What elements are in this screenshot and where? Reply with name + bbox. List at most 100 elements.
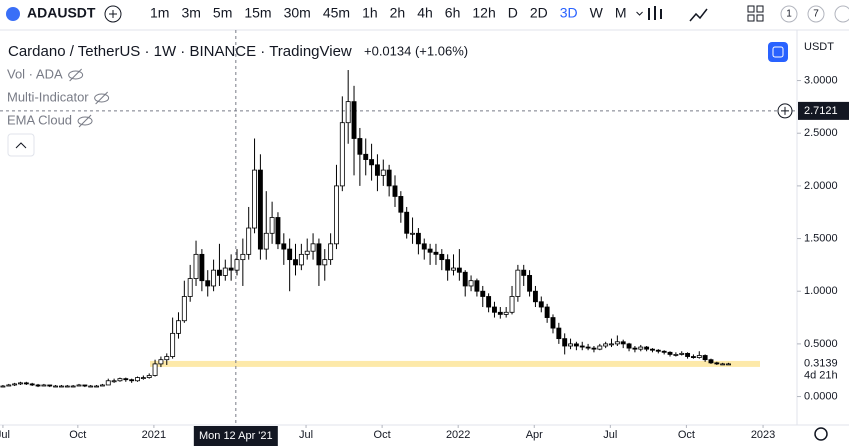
candle-body: [714, 362, 720, 365]
y-tick-label: 3.0000: [804, 74, 838, 86]
candle-body: [18, 382, 23, 385]
candle-body: [234, 259, 240, 271]
y-tick-label: 1.0000: [804, 285, 838, 297]
auto-scale-button[interactable]: [768, 42, 788, 62]
candle-body: [117, 378, 123, 382]
interval-button[interactable]: W: [590, 5, 604, 21]
interval-button[interactable]: M: [615, 5, 627, 21]
candle-body: [316, 243, 322, 266]
candle-body: [35, 384, 41, 387]
crosshair-price-box: [798, 101, 849, 120]
settings-button[interactable]: [814, 427, 828, 441]
interval-button[interactable]: 5m: [213, 5, 232, 21]
visibility-icon[interactable]: [94, 93, 110, 103]
add-alert-plus: [781, 106, 789, 115]
candle-body: [690, 356, 696, 358]
candle-body: [193, 253, 199, 279]
x-tick-label: 2022: [446, 429, 470, 441]
candle-body: [720, 363, 726, 366]
crosshair-date: Mon 12 Apr '21: [199, 430, 273, 442]
symbol[interactable]: ADAUSDT: [27, 5, 96, 21]
candle-body: [620, 341, 626, 345]
interval-button[interactable]: 15m: [244, 5, 271, 21]
candle-body: [357, 138, 363, 155]
interval-button[interactable]: 3D: [560, 5, 578, 21]
interval-dropdown: [636, 11, 643, 16]
alert-button[interactable]: [780, 5, 798, 23]
interval-button[interactable]: 2h: [390, 5, 406, 21]
x-tick-label: Apr: [526, 429, 543, 441]
indicator-label: EMA Cloud: [7, 112, 72, 127]
interval-button[interactable]: 1h: [362, 5, 378, 21]
candle-body: [94, 385, 100, 388]
interval-button[interactable]: 6h: [445, 5, 461, 21]
candle-body: [41, 384, 47, 387]
chart-title: Cardano / TetherUS · 1W · BINANCE · Trad…: [8, 43, 352, 60]
candle-body: [228, 267, 234, 271]
indicators-button[interactable]: [689, 8, 708, 22]
candle-body: [328, 243, 334, 261]
x-tick-label: Jul: [0, 429, 10, 441]
candle-body: [445, 259, 451, 271]
visibility-icon[interactable]: [77, 116, 93, 126]
candle-body: [105, 380, 111, 386]
replay-button[interactable]: [807, 5, 825, 23]
interval-button[interactable]: 4h: [417, 5, 433, 21]
visibility-slash: [69, 68, 82, 82]
interval-button[interactable]: 1m: [150, 5, 169, 21]
interval-button[interactable]: D: [508, 5, 518, 21]
more-button[interactable]: [834, 5, 849, 23]
interval-button[interactable]: 30m: [284, 5, 311, 21]
candle-body: [474, 280, 480, 292]
candle-body: [644, 346, 650, 350]
toolbar-button-label: 1: [786, 9, 792, 20]
candle-body: [99, 384, 105, 387]
candle-body: [293, 259, 298, 266]
symbol-icon: [6, 7, 20, 21]
chart-type-button[interactable]: [648, 6, 662, 20]
candle-body: [579, 345, 585, 348]
candle-body: [76, 384, 82, 387]
candle-body: [415, 232, 421, 245]
candle-body: [29, 383, 35, 386]
interval-button[interactable]: 3m: [181, 5, 200, 21]
candle-body: [257, 169, 263, 250]
candle-body: [164, 356, 170, 361]
candle-body: [404, 211, 410, 234]
x-tick-label: Jul: [299, 429, 313, 441]
toolbar-button-label: 7: [813, 9, 819, 20]
candle-body: [591, 347, 597, 350]
price-change: +0.0134 (+1.06%): [364, 43, 468, 58]
candle-body: [603, 343, 609, 347]
collapse-icon: [15, 142, 27, 149]
y-tick-label: 2.5000: [804, 127, 838, 139]
candle-body: [702, 355, 708, 361]
candle-body: [152, 363, 158, 376]
candle-body: [597, 345, 603, 350]
interval-button[interactable]: 12h: [472, 5, 495, 21]
interval-button[interactable]: 2D: [530, 5, 548, 21]
candle-body: [82, 384, 88, 387]
interval-button[interactable]: 45m: [323, 5, 350, 21]
candle-body: [170, 332, 176, 357]
candle-body: [146, 375, 152, 379]
visibility-icon[interactable]: [68, 70, 84, 80]
candle-body: [386, 169, 392, 187]
visibility-slash: [95, 91, 108, 105]
layout-button[interactable]: [747, 5, 755, 13]
candle-body: [492, 306, 497, 313]
candle-body: [655, 349, 661, 352]
y-tick-label: 0.5000: [804, 338, 838, 350]
candle-body: [211, 269, 217, 287]
currency[interactable]: USDT: [804, 41, 834, 53]
candle-body: [439, 253, 445, 261]
candle-body: [673, 354, 679, 356]
candle-body: [47, 384, 53, 387]
candle-body: [6, 384, 12, 387]
candle-body: [456, 267, 462, 273]
candle-body: [451, 267, 456, 271]
collapse-button[interactable]: [7, 133, 35, 157]
add-symbol[interactable]: [104, 5, 122, 23]
candle-body: [310, 243, 316, 252]
candle-body: [287, 248, 293, 261]
